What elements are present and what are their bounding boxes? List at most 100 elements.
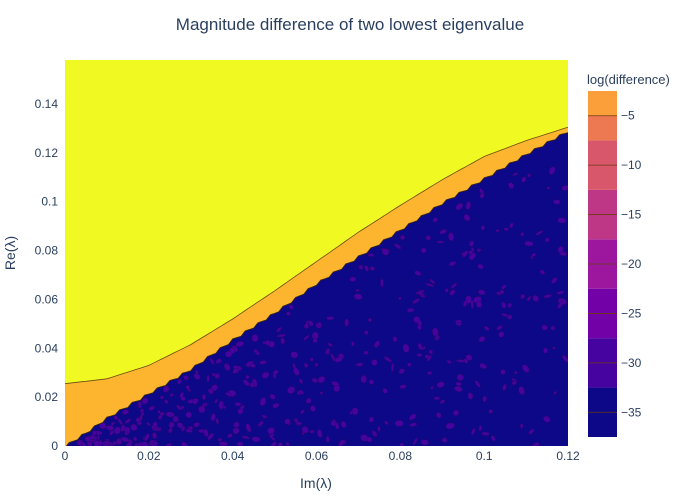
speckle-mark [416, 353, 423, 357]
speckle-mark [236, 441, 244, 446]
speckle-mark [479, 363, 487, 370]
speckle-mark [176, 378, 182, 385]
speckle-mark [102, 443, 109, 446]
speckle-mark [562, 354, 568, 363]
speckle-mark [398, 296, 402, 301]
speckle-mark [203, 428, 209, 438]
speckle-mark [439, 229, 447, 235]
speckle-mark [325, 435, 330, 443]
speckle-mark [519, 423, 524, 429]
speckle-mark [371, 430, 378, 437]
speckle-mark [424, 354, 430, 359]
speckle-mark [474, 380, 481, 388]
speckle-mark [86, 441, 93, 446]
speckle-mark [452, 409, 460, 416]
speckle-mark [183, 375, 189, 381]
x-axis-title: Im(λ) [300, 475, 332, 491]
speckle-mark [168, 421, 175, 429]
speckle-mark [235, 341, 245, 347]
speckle-mark [425, 235, 431, 241]
speckle-mark [272, 373, 277, 379]
speckle-mark [303, 362, 309, 368]
speckle-mark [139, 414, 143, 422]
speckle-mark [193, 373, 201, 380]
speckle-mark [207, 388, 214, 395]
plot-area [65, 60, 568, 446]
speckle-mark [433, 396, 441, 401]
speckle-mark [124, 431, 129, 436]
speckle-mark [363, 350, 369, 355]
colorbar-tick-label: −25 [621, 306, 642, 320]
speckle-mark [552, 346, 556, 350]
speckle-mark [384, 420, 389, 426]
colorbar: log(difference) −5 −10 −15 −20 −25 −30 −35 [587, 72, 670, 437]
speckle-mark [456, 359, 465, 363]
colorbar-level [588, 115, 617, 141]
speckle-mark [251, 436, 261, 443]
speckle-mark [546, 186, 551, 190]
speckle-mark [224, 350, 233, 358]
speckle-mark [305, 398, 312, 404]
speckle-mark [436, 381, 445, 388]
speckle-mark [93, 440, 100, 446]
speckle-mark [293, 418, 298, 423]
speckle-mark [152, 421, 158, 427]
speckle-mark [470, 246, 475, 252]
speckle-mark [349, 410, 354, 415]
speckle-mark [270, 441, 277, 446]
speckle-mark [498, 331, 505, 338]
speckle-mark [355, 288, 360, 292]
speckle-mark [511, 378, 517, 382]
speckle-mark [233, 421, 240, 428]
speckle-mark [557, 246, 564, 253]
speckle-mark [425, 283, 435, 287]
speckle-mark [501, 301, 507, 309]
speckle-mark [412, 437, 418, 446]
speckle-mark [477, 289, 486, 296]
speckle-mark [398, 368, 405, 375]
speckle-mark [287, 386, 296, 394]
speckle-mark [507, 302, 513, 308]
speckle-mark [249, 382, 255, 388]
speckle-mark [476, 301, 483, 308]
speckle-mark [532, 295, 539, 302]
speckle-mark [522, 364, 530, 373]
speckle-mark [185, 428, 193, 433]
speckle-mark [120, 424, 126, 432]
speckle-mark [215, 358, 222, 364]
speckle-mark [407, 362, 412, 367]
speckle-mark [157, 410, 161, 414]
speckle-mark [209, 357, 215, 365]
speckle-mark [316, 429, 323, 438]
speckle-mark [465, 354, 473, 361]
x-axis-ticks: 0 0.02 0.04 0.06 0.08 0.1 0.12 [62, 449, 580, 463]
speckle-mark [276, 334, 286, 338]
speckle-mark [542, 347, 549, 354]
speckle-mark [176, 404, 182, 411]
speckle-mark [308, 320, 314, 327]
speckle-mark [206, 374, 210, 383]
x-tick-label: 0.08 [389, 449, 413, 463]
speckle-mark [448, 261, 457, 267]
speckle-mark [512, 172, 519, 177]
speckle-mark [148, 405, 156, 411]
speckle-mark [326, 316, 335, 321]
speckle-mark [303, 334, 310, 341]
speckle-mark [514, 370, 518, 375]
speckle-mark [198, 405, 206, 414]
speckle-mark [311, 377, 318, 384]
speckle-mark [368, 416, 374, 423]
speckle-mark [245, 423, 252, 433]
speckle-mark [484, 325, 490, 331]
speckle-mark [509, 222, 514, 229]
speckle-mark [277, 442, 283, 446]
speckle-mark [467, 392, 474, 400]
speckle-mark [276, 326, 282, 333]
speckle-mark [435, 333, 439, 340]
y-tick-label: 0.02 [35, 390, 59, 404]
x-tick-label: 0.1 [476, 449, 493, 463]
speckle-mark [232, 367, 240, 374]
speckle-mark [317, 376, 326, 384]
speckle-mark [368, 379, 375, 385]
